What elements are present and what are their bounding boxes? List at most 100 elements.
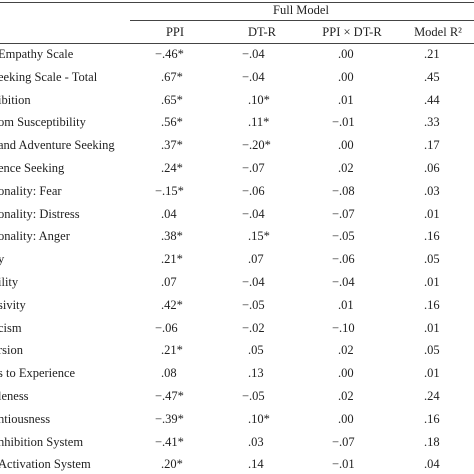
cell: −.04 — [242, 275, 265, 289]
cell: −.10 — [332, 320, 355, 335]
row-label: ility — [0, 275, 19, 289]
cell: .01 — [338, 92, 354, 107]
cell: .08 — [161, 366, 177, 381]
column-header: PPI × DT-R — [322, 25, 382, 39]
cell: −.07 — [332, 206, 355, 221]
row-label: om Susceptibility — [0, 115, 86, 130]
cell: .01 — [424, 320, 440, 335]
row-label: nhibition System — [0, 434, 84, 449]
cell: .13 — [248, 366, 264, 381]
cell: .02 — [338, 161, 354, 175]
cell: .03 — [248, 434, 264, 449]
cell: .21 — [424, 47, 440, 61]
cell: −.04 — [242, 47, 265, 61]
row-label: cism — [0, 320, 22, 335]
row-label: ence Seeking — [0, 161, 65, 175]
cell: −.07 — [332, 434, 355, 449]
cell: −.06 — [332, 252, 355, 267]
cell: −.02 — [242, 320, 265, 335]
cell: .44 — [424, 92, 440, 107]
row-label: Empathy Scale — [0, 47, 74, 61]
row-label: onality: Anger — [0, 229, 70, 244]
cell: −.46* — [155, 47, 184, 61]
cell: .04 — [424, 457, 440, 472]
row-label: ibition — [0, 92, 31, 107]
cell: .21* — [161, 252, 183, 267]
cell: .20* — [161, 457, 183, 472]
row-label: Activation System — [0, 457, 91, 472]
cell: .00 — [338, 47, 354, 61]
cell: .06 — [424, 161, 440, 175]
cell: −.06 — [242, 183, 265, 198]
cell: .16 — [424, 411, 440, 426]
cell: .05 — [424, 343, 440, 358]
cell: .38* — [161, 229, 183, 244]
cell: −.01 — [332, 457, 355, 472]
cell: .18 — [424, 434, 440, 449]
cell: −.15* — [155, 183, 184, 198]
cell: −.05 — [242, 389, 265, 403]
cell: .33 — [424, 115, 440, 130]
cell: .14 — [248, 457, 264, 472]
cell: .42* — [161, 297, 183, 312]
cell: .24* — [161, 161, 183, 175]
cell: .01 — [338, 297, 354, 312]
top-rule — [0, 2, 474, 3]
row-label: rsion — [0, 343, 23, 358]
cell: .01 — [424, 275, 440, 289]
cell: .65* — [161, 92, 183, 107]
cell: .11* — [248, 115, 270, 130]
cell: −.08 — [332, 183, 355, 198]
cell: .05 — [248, 343, 264, 358]
cell: .07 — [248, 252, 264, 267]
cell: −.47* — [155, 389, 184, 403]
row-label: and Adventure Seeking — [0, 138, 115, 153]
row-label: y — [0, 252, 5, 267]
cell: .67* — [161, 69, 183, 84]
cell: .45 — [424, 69, 440, 84]
cell: .17 — [424, 138, 440, 153]
cell: .00 — [338, 69, 354, 84]
cell: .00 — [338, 366, 354, 381]
cell: .05 — [424, 252, 440, 267]
cell: .00 — [338, 411, 354, 426]
column-header: PPI — [165, 25, 185, 39]
cell: .37* — [161, 138, 183, 153]
cell: .04 — [161, 206, 177, 221]
cell: −.41* — [155, 434, 184, 449]
cell: .24 — [424, 389, 440, 403]
row-label: s to Experience — [0, 366, 76, 381]
cell: .02 — [338, 389, 354, 403]
cell: .21* — [161, 343, 183, 358]
cell: −.07 — [242, 161, 265, 175]
group-rule — [130, 20, 474, 21]
cell: −.39* — [155, 411, 184, 426]
cell: −.04 — [242, 69, 265, 84]
row-label: leness — [0, 389, 29, 403]
cell: .01 — [424, 366, 440, 381]
row-label: ntiousness — [0, 411, 51, 426]
column-header: DT-R — [247, 25, 276, 39]
cell: .10* — [248, 92, 270, 107]
cell: .01 — [424, 206, 440, 221]
row-label: onality: Fear — [0, 183, 62, 198]
cell: −.05 — [242, 297, 265, 312]
cell: −.04 — [332, 275, 355, 289]
cell: −.05 — [332, 229, 355, 244]
cell: −.20* — [242, 138, 271, 153]
cell: −.06 — [155, 320, 178, 335]
cell: .16 — [424, 297, 440, 312]
cell: .03 — [424, 183, 440, 198]
group-header: Full Model — [273, 3, 329, 17]
cell: .15* — [248, 229, 270, 244]
cell: .56* — [161, 115, 183, 130]
cell: −.01 — [332, 115, 355, 130]
row-label: sivity — [0, 297, 26, 312]
cell: .07 — [161, 275, 177, 289]
header-rule — [0, 43, 474, 44]
cell: −.04 — [242, 206, 265, 221]
cell: .10* — [248, 411, 270, 426]
row-label: eeking Scale - Total — [0, 69, 98, 84]
row-label: onality: Distress — [0, 206, 80, 221]
